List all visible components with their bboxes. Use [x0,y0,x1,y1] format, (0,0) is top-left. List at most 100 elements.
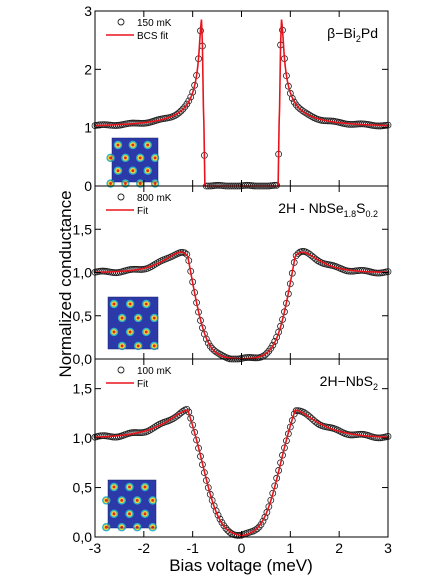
legend: 800 mK Fit [106,193,172,217]
y-tick-label: 1,0 [73,265,93,281]
data-point [294,103,302,111]
y-tick-label: 2 [84,61,92,77]
data-point [269,341,277,349]
data-point [257,521,265,528]
data-point [263,349,271,357]
data-point [294,250,302,257]
vortex-core [146,143,150,147]
legend-fit-label: BCS fit [137,31,168,42]
vortex-core [144,302,148,306]
y-tick-label: 0,5 [73,480,93,496]
panel-label: β−Bi2Pd [327,25,378,44]
data-point [222,524,230,532]
vortex-core [120,499,124,502]
data-point [300,108,308,116]
vortex-core [153,156,157,160]
x-axis-label: Bias voltage (meV) [169,556,313,575]
vortex-core [143,512,147,516]
legend-data-marker [117,18,125,26]
data-point [177,107,185,115]
data-point [212,348,220,356]
y-tick-label: 3 [84,3,92,19]
data-point [308,415,316,423]
panel-label: 2H - NbSe1.8S0.2 [278,200,378,219]
vortex-core [112,485,116,489]
data-point [292,101,300,109]
data-point [208,345,216,352]
vortex-core [136,344,140,348]
x-tick-label: 1 [286,540,294,556]
vortex-core [131,143,135,147]
data-point [304,110,312,118]
data-point [185,97,193,105]
x-tick-label: -3 [89,540,102,556]
data-point [306,111,314,119]
x-tick-label: 3 [384,540,392,556]
data-point [216,515,224,523]
legend-fit-label: Fit [137,206,148,217]
legend: 150 mK BCS fit [106,18,172,42]
vortex-core [112,512,116,516]
vortex-core [138,182,142,185]
y-tick-label: 0 [84,178,92,194]
legend: 100 mK Fit [106,366,172,390]
data-point [150,424,158,432]
vortex-core [116,169,120,173]
vortex-core [128,330,132,334]
vortex-core [144,330,148,334]
vortex-core [109,182,112,185]
legend-data-marker [117,366,125,374]
vortex-core [151,499,155,502]
vortex-core [136,316,140,320]
vortex-core [120,344,124,348]
vortex-lattice-inset [107,296,159,351]
data-point [183,250,191,258]
vortex-core [128,485,131,489]
vortex-core [146,169,150,173]
vortex-core [143,485,147,489]
data-point [175,109,183,117]
vortex-core [153,182,157,185]
legend-data-label: 150 mK [137,18,172,29]
data-point [271,338,279,345]
vortex-core [124,182,127,185]
vortex-core [104,499,108,502]
vortex-core [109,156,112,160]
y-tick-label: 1,5 [73,381,93,397]
legend-fit-label: Fit [137,379,148,390]
data-point [253,525,261,533]
data-point [302,109,310,117]
y-tick-label: 0,0 [73,529,93,545]
panel-1: 0 1 2 3 150 mK BCS fit β−Bi2Pd [84,3,392,194]
x-tick-label: -1 [186,540,199,556]
vortex-core [124,156,127,160]
vortex-core [152,316,156,320]
data-point [214,349,222,357]
x-tick-label: -2 [138,540,151,556]
panel-3: 0,0 0,5 1,0 1,5 100 mK Fit 2H−NbS2 [73,358,392,545]
vortex-core [112,330,116,334]
inset-frame [111,137,159,183]
data-point [292,252,300,260]
vortex-core [138,156,142,160]
vortex-core [131,169,135,173]
data-point [179,105,187,113]
vortex-core [152,344,156,348]
data-point [189,88,197,96]
y-tick-label: 1 [84,120,92,136]
vortex-core [128,302,132,306]
vortex-core [116,143,120,147]
y-tick-label: 1,5 [73,221,93,237]
data-point [288,94,296,102]
data-point [259,517,267,525]
data-point [265,503,273,511]
inset-frame [107,296,159,350]
inset-frame [107,479,157,529]
vortex-core [120,316,124,320]
y-axis-label: Normalized conductance [56,190,75,377]
vortex-core [135,499,139,502]
panel-label: 2H−NbS2 [320,373,378,392]
data-point [206,342,214,350]
data-point [261,513,269,521]
